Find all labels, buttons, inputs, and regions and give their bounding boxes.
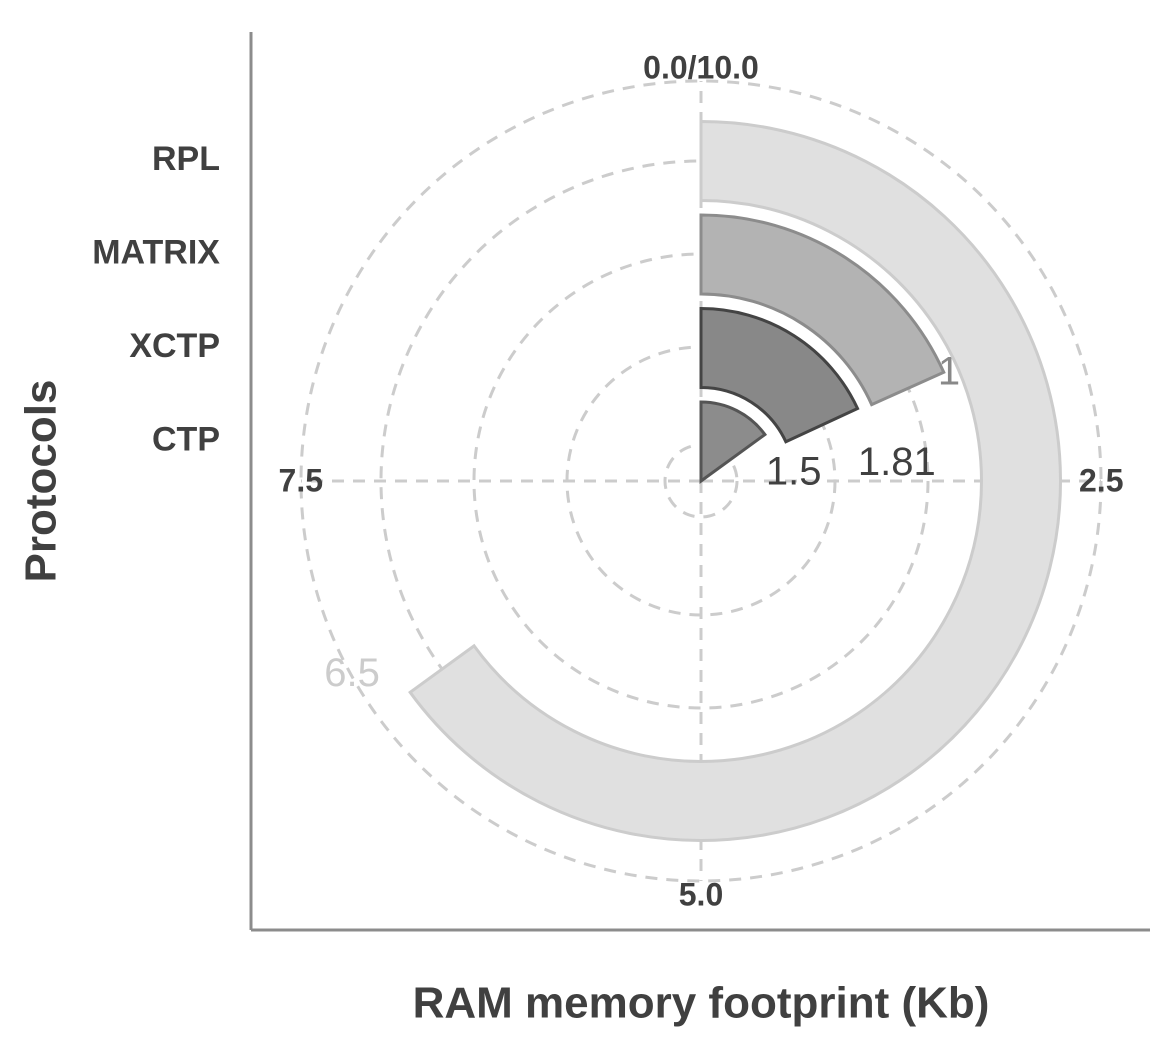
value-label: 6.5: [324, 651, 380, 695]
category-label: RPL: [152, 140, 220, 178]
value-label: 1.5: [766, 449, 822, 493]
x-axis-title: RAM memory footprint (Kb): [413, 979, 990, 1028]
category-label: MATRIX: [92, 233, 220, 271]
angle-tick-label: 7.5: [279, 462, 323, 498]
radial-bar: [699, 306, 860, 444]
value-label: 1.81: [858, 440, 936, 484]
y-axis-title: Protocols: [17, 380, 66, 583]
category-label: CTP: [152, 420, 220, 458]
angle-tick-label: 5.0: [679, 876, 723, 912]
angle-tick-label: 0.0/10.0: [643, 49, 759, 85]
radial-bar: [699, 213, 946, 407]
grid-ring: [472, 252, 930, 710]
radial-bar: [699, 400, 768, 484]
angle-tick-label: 2.5: [1079, 462, 1123, 498]
radial-bar: [408, 119, 1062, 842]
category-label: XCTP: [129, 327, 220, 365]
